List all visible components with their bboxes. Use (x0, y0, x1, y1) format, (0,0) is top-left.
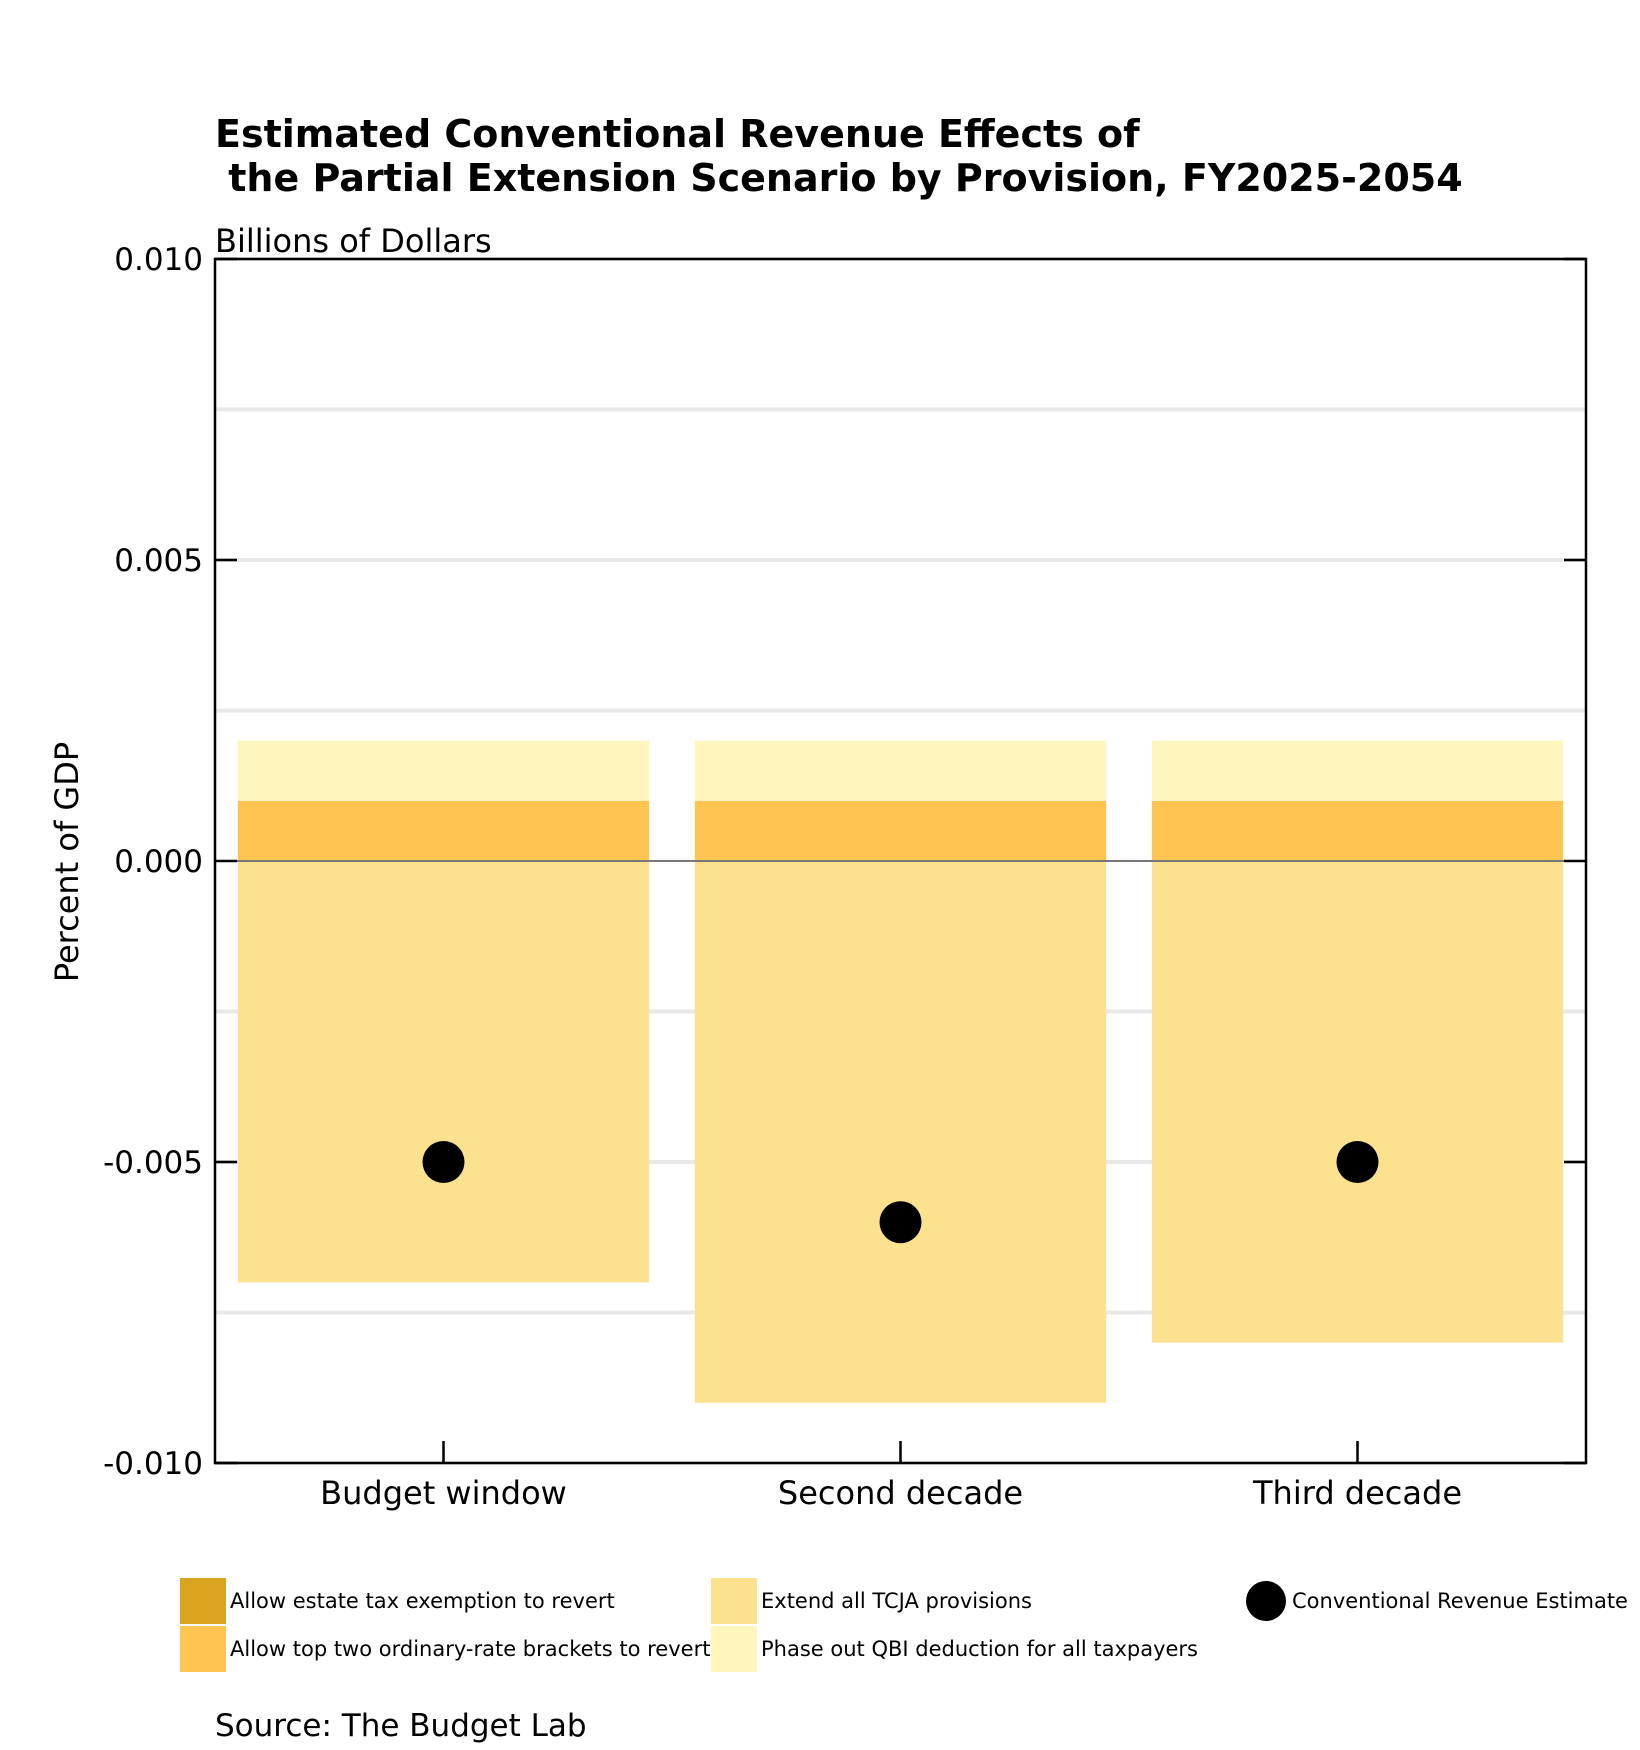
legend-item-tcja: Extend all TCJA provisions (711, 1578, 1032, 1624)
x-tick-labels: Budget window Second decade Third decade (320, 1474, 1462, 1512)
y-tick-label: -0.005 (103, 1145, 203, 1181)
estimate-points (422, 1141, 1379, 1244)
chart-subtitle: Billions of Dollars (215, 222, 492, 260)
source-note: Source: The Budget Lab (215, 1708, 587, 1744)
legend-swatch (711, 1578, 757, 1624)
legend-label: Conventional Revenue Estimate (1292, 1589, 1628, 1613)
legend-item-qbi: Phase out QBI deduction for all taxpayer… (711, 1626, 1198, 1672)
legend-item-top-brackets: Allow top two ordinary-rate brackets to … (180, 1626, 710, 1672)
bar-segment (1151, 800, 1564, 861)
bar-segment (237, 740, 650, 801)
bar-segment (694, 740, 1107, 801)
y-tick-label: -0.010 (103, 1446, 203, 1482)
estimate-point (422, 1141, 465, 1183)
legend-label: Allow top two ordinary-rate brackets to … (230, 1637, 711, 1661)
x-tick-label: Second decade (778, 1474, 1023, 1512)
bar-segment (237, 861, 650, 1283)
chart-title: Estimated Conventional Revenue Effects o… (215, 112, 1463, 200)
bar-segment (237, 800, 650, 861)
estimate-point (879, 1201, 922, 1244)
legend-label: Extend all TCJA provisions (761, 1589, 1032, 1613)
estimate-point (1336, 1141, 1379, 1183)
legend-swatch (180, 1626, 226, 1672)
legend-label: Allow estate tax exemption to revert (230, 1589, 615, 1613)
bar-segment (694, 800, 1107, 861)
y-tick-label: 0.000 (114, 844, 203, 880)
x-tick-label: Third decade (1252, 1474, 1462, 1512)
legend-dot (1246, 1581, 1286, 1621)
bar-segment (1151, 861, 1564, 1343)
legend-item-estimate: Conventional Revenue Estimate (1243, 1578, 1628, 1624)
axis-ticks (215, 257, 1586, 1465)
x-tick-label: Budget window (320, 1474, 567, 1512)
legend-item-estate-tax: Allow estate tax exemption to revert (180, 1578, 615, 1624)
y-tick-label: 0.005 (114, 543, 203, 579)
legend-swatch (711, 1626, 757, 1672)
y-tick-label: 0.010 (114, 242, 203, 278)
y-axis-label: Percent of GDP (48, 742, 86, 982)
legend-label: Phase out QBI deduction for all taxpayer… (761, 1637, 1199, 1661)
bar-stacks (237, 740, 1564, 1403)
y-tick-labels: 0.010 0.005 0.000 -0.005 -0.010 (103, 242, 203, 1482)
bar-segment (1151, 740, 1564, 801)
bar-segment (694, 861, 1107, 1403)
legend-swatch (180, 1578, 226, 1624)
